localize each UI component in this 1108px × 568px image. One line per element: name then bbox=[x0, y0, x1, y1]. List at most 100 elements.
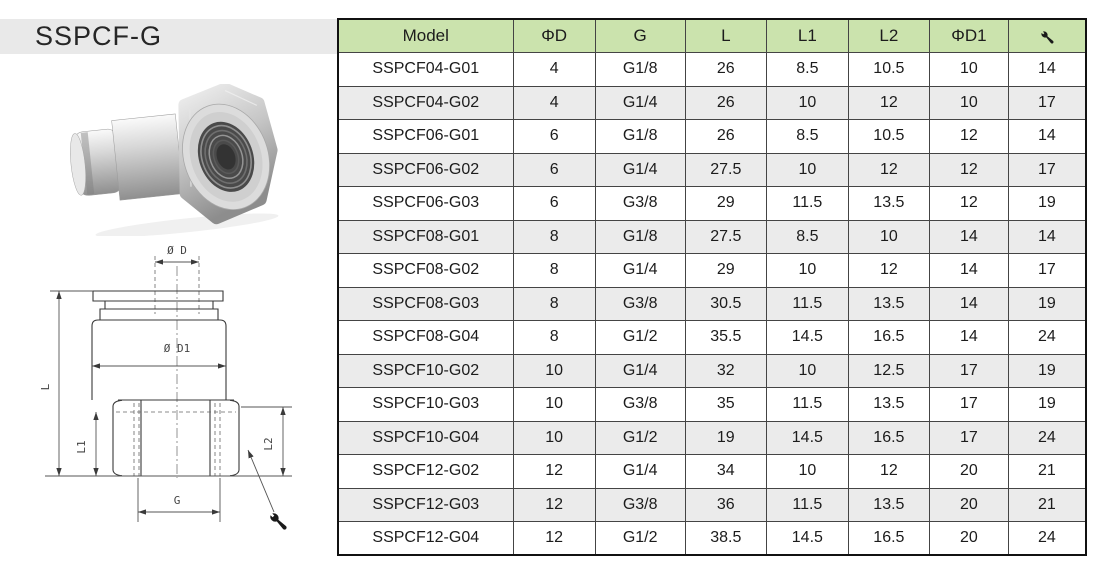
value-cell: G3/8 bbox=[594, 487, 686, 522]
value-cell: 8 bbox=[512, 219, 596, 254]
value-cell: 19 bbox=[1007, 286, 1087, 321]
dim-label-d: Ø D bbox=[167, 244, 187, 257]
value-cell: 17 bbox=[1007, 253, 1087, 288]
table-row: SSPCF12-G03 12 G3/8 36 11.5 13.5 20 21 bbox=[337, 487, 1087, 522]
value-cell: 12.5 bbox=[847, 353, 931, 388]
title-banner: SSPCF-G bbox=[0, 19, 337, 54]
column-header-model: Model bbox=[337, 18, 514, 53]
value-cell: 20 bbox=[929, 454, 1009, 489]
value-cell: 10 bbox=[766, 253, 849, 288]
value-cell: 14 bbox=[929, 286, 1009, 321]
model-cell: SSPCF06-G01 bbox=[337, 119, 514, 154]
value-cell: 10 bbox=[512, 420, 596, 455]
value-cell: 34 bbox=[684, 454, 768, 489]
value-cell: 12 bbox=[929, 152, 1009, 187]
value-cell: 8 bbox=[512, 286, 596, 321]
value-cell: 38.5 bbox=[684, 521, 768, 556]
value-cell: 10 bbox=[766, 353, 849, 388]
value-cell: 17 bbox=[929, 387, 1009, 422]
model-cell: SSPCF10-G02 bbox=[337, 353, 514, 388]
value-cell: 14 bbox=[1007, 119, 1087, 154]
value-cell: 12 bbox=[512, 487, 596, 522]
value-cell: 10 bbox=[929, 52, 1009, 87]
table-row: SSPCF06-G01 6 G1/8 26 8.5 10.5 12 14 bbox=[337, 119, 1087, 154]
value-cell: 27.5 bbox=[684, 152, 768, 187]
value-cell: G1/4 bbox=[594, 152, 686, 187]
value-cell: 14 bbox=[1007, 52, 1087, 87]
value-cell: 10.5 bbox=[847, 52, 931, 87]
value-cell: 20 bbox=[929, 487, 1009, 522]
column-header-l: L bbox=[684, 18, 768, 53]
value-cell: 12 bbox=[847, 85, 931, 120]
table-row: SSPCF12-G02 12 G1/4 34 10 12 20 21 bbox=[337, 454, 1087, 489]
product-photo bbox=[70, 84, 279, 236]
value-cell: 19 bbox=[684, 420, 768, 455]
value-cell: 8 bbox=[512, 320, 596, 355]
value-cell: 35 bbox=[684, 387, 768, 422]
value-cell: 11.5 bbox=[766, 186, 849, 221]
value-cell: G1/4 bbox=[594, 253, 686, 288]
value-cell: G1/8 bbox=[594, 219, 686, 254]
value-cell: 14.5 bbox=[766, 521, 849, 556]
value-cell: 16.5 bbox=[847, 320, 931, 355]
table-row: SSPCF08-G04 8 G1/2 35.5 14.5 16.5 14 24 bbox=[337, 320, 1087, 355]
model-cell: SSPCF08-G01 bbox=[337, 219, 514, 254]
value-cell: 14 bbox=[929, 253, 1009, 288]
model-cell: SSPCF06-G03 bbox=[337, 186, 514, 221]
value-cell: 14.5 bbox=[766, 320, 849, 355]
model-cell: SSPCF04-G01 bbox=[337, 52, 514, 87]
value-cell: 19 bbox=[1007, 353, 1087, 388]
model-cell: SSPCF08-G03 bbox=[337, 286, 514, 321]
value-cell: 17 bbox=[1007, 152, 1087, 187]
value-cell: 29 bbox=[684, 253, 768, 288]
value-cell: G3/8 bbox=[594, 387, 686, 422]
value-cell: 27.5 bbox=[684, 219, 768, 254]
table-row: SSPCF10-G03 10 G3/8 35 11.5 13.5 17 19 bbox=[337, 387, 1087, 422]
value-cell: 21 bbox=[1007, 487, 1087, 522]
value-cell: 12 bbox=[847, 152, 931, 187]
value-cell: G1/8 bbox=[594, 119, 686, 154]
value-cell: 11.5 bbox=[766, 387, 849, 422]
column-header-d1: ΦD1 bbox=[929, 18, 1009, 53]
value-cell: G3/8 bbox=[594, 186, 686, 221]
value-cell: 19 bbox=[1007, 387, 1087, 422]
dim-label-g: G bbox=[174, 494, 181, 507]
value-cell: 4 bbox=[512, 85, 596, 120]
value-cell: 12 bbox=[847, 454, 931, 489]
technical-drawing: Ø D Ø D1 L L1 L2 G bbox=[39, 244, 292, 530]
value-cell: 13.5 bbox=[847, 286, 931, 321]
value-cell: 6 bbox=[512, 152, 596, 187]
fitting-photo-group bbox=[70, 84, 279, 236]
column-header-l1: L1 bbox=[766, 18, 849, 53]
value-cell: 6 bbox=[512, 186, 596, 221]
spec-table-body: SSPCF04-G01 4 G1/8 26 8.5 10.5 10 14 SSPCF04-G02… bbox=[337, 52, 1087, 556]
value-cell: G1/8 bbox=[594, 52, 686, 87]
value-cell: 35.5 bbox=[684, 320, 768, 355]
column-header-l2: L2 bbox=[847, 18, 931, 53]
value-cell: 8.5 bbox=[766, 219, 849, 254]
value-cell: 10 bbox=[929, 85, 1009, 120]
value-cell: 17 bbox=[929, 353, 1009, 388]
value-cell: G1/4 bbox=[594, 353, 686, 388]
table-row: SSPCF06-G02 6 G1/4 27.5 10 12 12 17 bbox=[337, 152, 1087, 187]
value-cell: 26 bbox=[684, 85, 768, 120]
column-header-g: G bbox=[594, 18, 686, 53]
value-cell: 14 bbox=[1007, 219, 1087, 254]
wrench-icon bbox=[1041, 30, 1054, 44]
dim-label-l1: L1 bbox=[75, 440, 88, 453]
page-title: SSPCF-G bbox=[35, 21, 163, 51]
value-cell: 10 bbox=[766, 454, 849, 489]
value-cell: 24 bbox=[1007, 521, 1087, 556]
dim-label-d1: Ø D1 bbox=[164, 342, 191, 355]
value-cell: 30.5 bbox=[684, 286, 768, 321]
table-row: SSPCF12-G04 12 G1/2 38.5 14.5 16.5 20 24 bbox=[337, 521, 1087, 556]
value-cell: 12 bbox=[512, 521, 596, 556]
value-cell: 12 bbox=[847, 253, 931, 288]
model-cell: SSPCF06-G02 bbox=[337, 152, 514, 187]
value-cell: 17 bbox=[1007, 85, 1087, 120]
value-cell: 10 bbox=[847, 219, 931, 254]
value-cell: 12 bbox=[929, 119, 1009, 154]
value-cell: G1/2 bbox=[594, 521, 686, 556]
value-cell: 19 bbox=[1007, 186, 1087, 221]
